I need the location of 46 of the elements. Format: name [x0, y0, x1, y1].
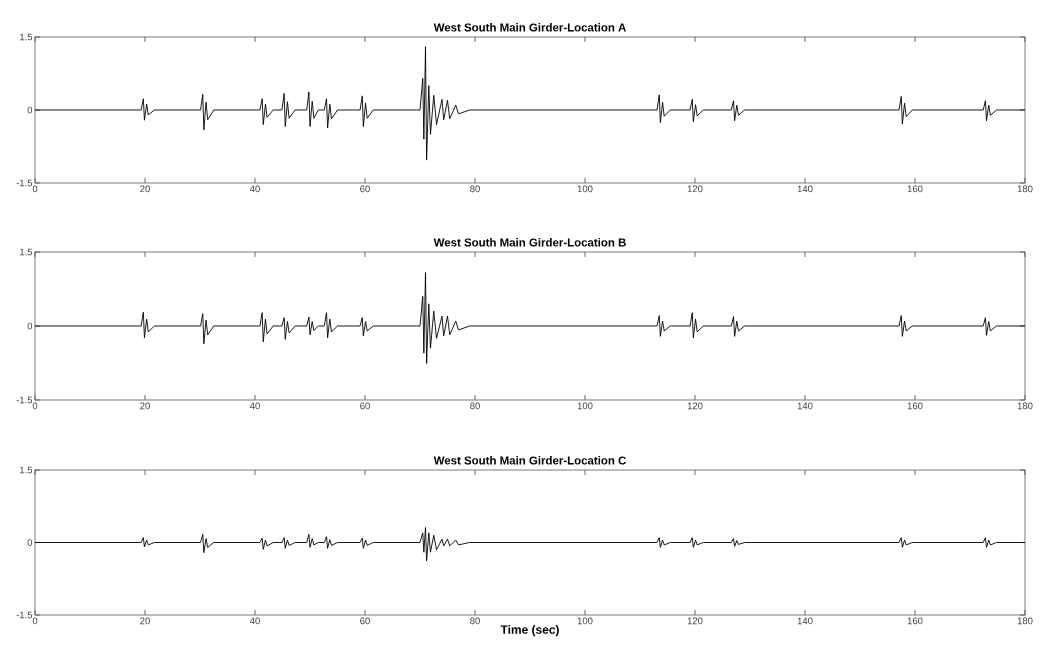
y-tick-label: 0 [27, 539, 33, 546]
x-tick-label: 80 [470, 402, 480, 410]
x-tick-label: 140 [797, 402, 813, 410]
x-tick-label: 160 [907, 185, 923, 193]
x-tick-label: 80 [470, 185, 480, 193]
x-tick-label: 160 [907, 617, 923, 625]
chart-title: West South Main Girder-Location A [433, 23, 627, 32]
x-tick-label: 20 [140, 402, 150, 410]
y-tick-label: 1.5 [20, 248, 33, 256]
x-tick-label: 140 [797, 185, 813, 193]
chart-title: West South Main Girder-Location B [433, 238, 626, 247]
x-tick-label: 100 [577, 617, 593, 625]
y-tick-label: 0 [27, 322, 33, 330]
x-axis-title: Time (sec) [500, 625, 559, 637]
x-tick-label: 0 [32, 402, 38, 410]
x-tick-label: 160 [907, 402, 923, 410]
x-tick-label: 0 [32, 617, 38, 625]
x-tick-label: 120 [687, 185, 703, 193]
x-tick-label: 120 [687, 402, 703, 410]
x-tick-label: 20 [140, 185, 150, 193]
x-tick-label: 40 [249, 617, 260, 625]
x-tick-label: 180 [1017, 185, 1033, 193]
x-tick-label: 60 [360, 402, 370, 410]
x-tick-label: 120 [687, 617, 703, 625]
line-series [35, 46, 1026, 161]
x-tick-label: 40 [249, 402, 260, 410]
x-tick-label: 40 [249, 185, 260, 193]
line-series [35, 527, 1026, 562]
chart-title: West South Main Girder-Location C [433, 456, 627, 465]
x-tick-label: 100 [577, 402, 593, 410]
x-tick-label: 180 [1017, 617, 1033, 625]
y-tick-label: -1.5 [16, 179, 33, 187]
y-tick-label: -1.5 [16, 396, 33, 404]
x-tick-label: 80 [470, 617, 480, 625]
x-tick-label: 0 [32, 185, 38, 193]
x-tick-label: 140 [797, 617, 813, 625]
y-tick-label: 1.5 [20, 466, 33, 474]
y-tick-label: 1.5 [20, 33, 33, 41]
x-tick-label: 60 [360, 617, 370, 625]
x-tick-label: 100 [577, 185, 593, 193]
x-tick-label: 180 [1017, 402, 1033, 410]
y-tick-label: -1.5 [16, 611, 33, 619]
y-tick-label: 0 [27, 106, 33, 114]
x-tick-label: 60 [360, 185, 370, 193]
x-tick-label: 20 [140, 617, 150, 625]
line-series [35, 272, 1026, 364]
